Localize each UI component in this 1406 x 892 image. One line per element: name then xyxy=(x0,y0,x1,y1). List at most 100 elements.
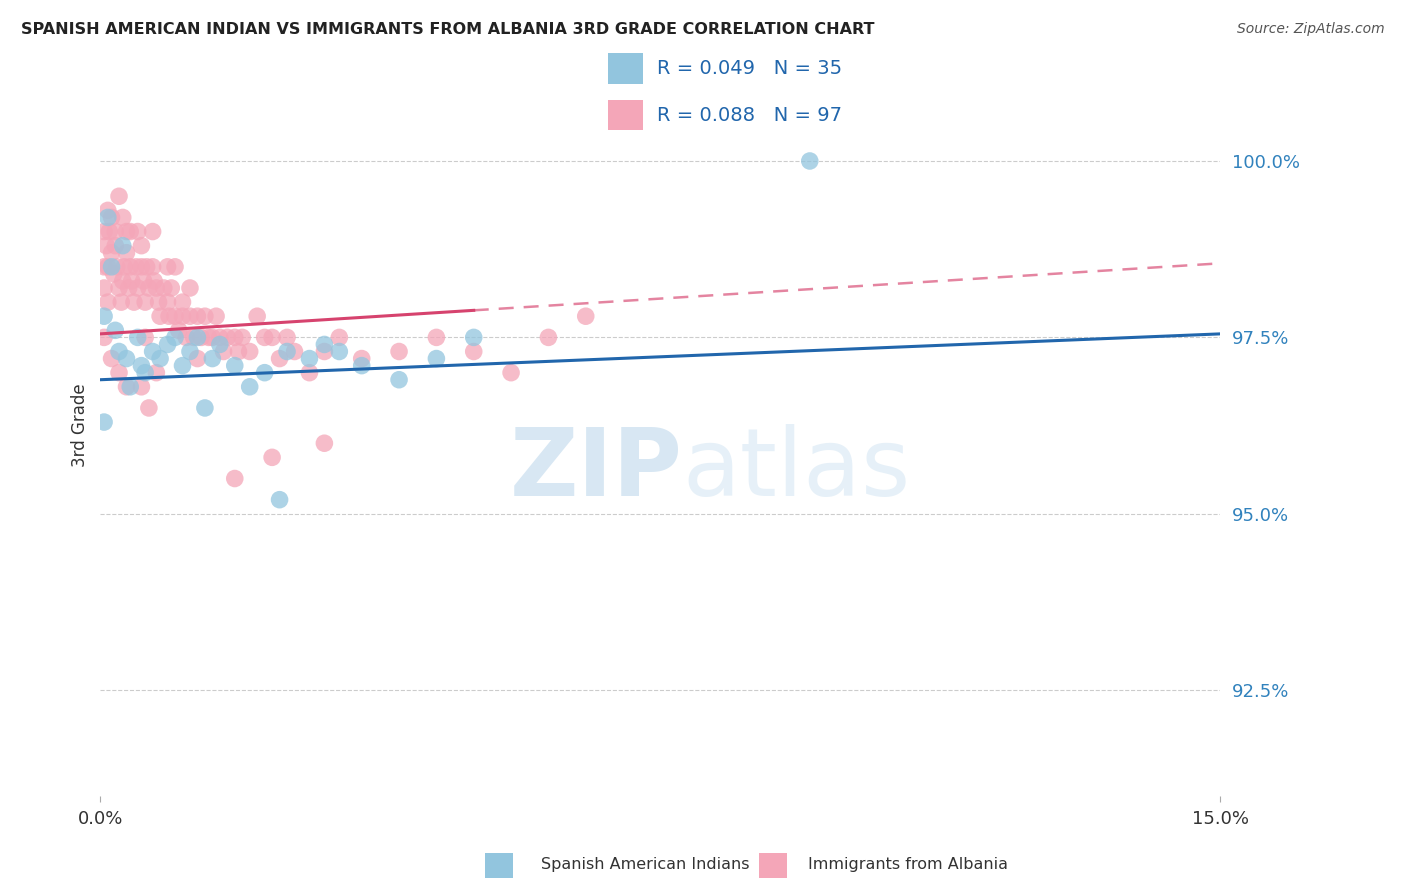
Point xyxy=(239,380,262,394)
Point xyxy=(121,274,143,288)
Point xyxy=(190,330,212,344)
Point xyxy=(224,359,246,373)
Point xyxy=(174,330,197,344)
Point xyxy=(127,281,149,295)
Point xyxy=(156,295,179,310)
Point xyxy=(131,359,153,373)
Point xyxy=(115,380,138,394)
Text: Spanish American Indians: Spanish American Indians xyxy=(541,857,749,872)
Point xyxy=(197,330,219,344)
Point xyxy=(262,450,284,465)
Point xyxy=(135,260,157,274)
Point xyxy=(104,238,127,252)
Point xyxy=(118,281,141,295)
Point xyxy=(100,245,122,260)
Point xyxy=(149,310,172,324)
Point xyxy=(93,281,115,295)
Point xyxy=(153,281,176,295)
Point xyxy=(201,330,224,344)
Point xyxy=(224,330,246,344)
Point xyxy=(132,274,155,288)
Point xyxy=(108,189,131,203)
Point xyxy=(120,225,142,239)
Point xyxy=(138,401,160,415)
Point xyxy=(350,351,373,366)
Point xyxy=(276,330,298,344)
Point xyxy=(111,211,134,225)
Text: atlas: atlas xyxy=(683,424,911,516)
Point xyxy=(269,351,291,366)
Point xyxy=(224,471,246,485)
Point xyxy=(425,351,447,366)
Point xyxy=(314,344,336,359)
Point xyxy=(108,344,131,359)
FancyBboxPatch shape xyxy=(607,54,644,84)
Point xyxy=(108,281,131,295)
Point xyxy=(122,295,145,310)
Point xyxy=(97,203,120,218)
Text: Immigrants from Albania: Immigrants from Albania xyxy=(808,857,1008,872)
Point xyxy=(120,380,142,394)
Point xyxy=(120,260,142,274)
Point xyxy=(276,344,298,359)
Point xyxy=(231,330,253,344)
Point xyxy=(111,238,134,252)
Point xyxy=(142,225,165,239)
Text: R = 0.088   N = 97: R = 0.088 N = 97 xyxy=(657,105,842,125)
Point xyxy=(350,359,373,373)
Point xyxy=(179,281,201,295)
Point xyxy=(148,295,170,310)
Point xyxy=(160,281,183,295)
Point xyxy=(93,225,115,239)
Point xyxy=(100,351,122,366)
Point xyxy=(388,344,411,359)
Point xyxy=(183,330,205,344)
Point xyxy=(163,310,186,324)
Point xyxy=(228,344,250,359)
Point xyxy=(111,274,134,288)
Point xyxy=(186,330,208,344)
Point xyxy=(194,310,217,324)
Point xyxy=(253,366,276,380)
Point xyxy=(93,310,115,324)
Point xyxy=(115,351,138,366)
Point xyxy=(298,351,321,366)
Text: SPANISH AMERICAN INDIAN VS IMMIGRANTS FROM ALBANIA 3RD GRADE CORRELATION CHART: SPANISH AMERICAN INDIAN VS IMMIGRANTS FR… xyxy=(21,22,875,37)
Point xyxy=(205,310,228,324)
Point xyxy=(425,330,447,344)
Point xyxy=(253,330,276,344)
Point xyxy=(143,274,166,288)
Point xyxy=(314,436,336,450)
Point xyxy=(537,330,560,344)
Point xyxy=(97,295,120,310)
Point xyxy=(179,344,201,359)
Point xyxy=(97,211,120,225)
Point xyxy=(328,344,350,359)
Point xyxy=(142,260,165,274)
Point xyxy=(314,337,336,351)
Point xyxy=(131,260,153,274)
Point xyxy=(100,260,122,274)
Point xyxy=(93,415,115,429)
FancyBboxPatch shape xyxy=(607,100,644,130)
Point xyxy=(112,260,135,274)
Point xyxy=(115,245,138,260)
Point xyxy=(186,351,208,366)
Point xyxy=(208,330,231,344)
Point xyxy=(463,344,485,359)
Point xyxy=(134,366,156,380)
Point xyxy=(138,281,160,295)
Point xyxy=(262,330,284,344)
Point xyxy=(283,344,305,359)
Point xyxy=(98,225,121,239)
Point xyxy=(93,330,115,344)
Point xyxy=(157,310,180,324)
Point xyxy=(142,344,165,359)
Point xyxy=(156,260,179,274)
Text: R = 0.049   N = 35: R = 0.049 N = 35 xyxy=(657,60,842,78)
Point xyxy=(131,380,153,394)
Point xyxy=(97,260,120,274)
Point xyxy=(217,330,239,344)
Point xyxy=(149,351,172,366)
Point xyxy=(575,310,598,324)
